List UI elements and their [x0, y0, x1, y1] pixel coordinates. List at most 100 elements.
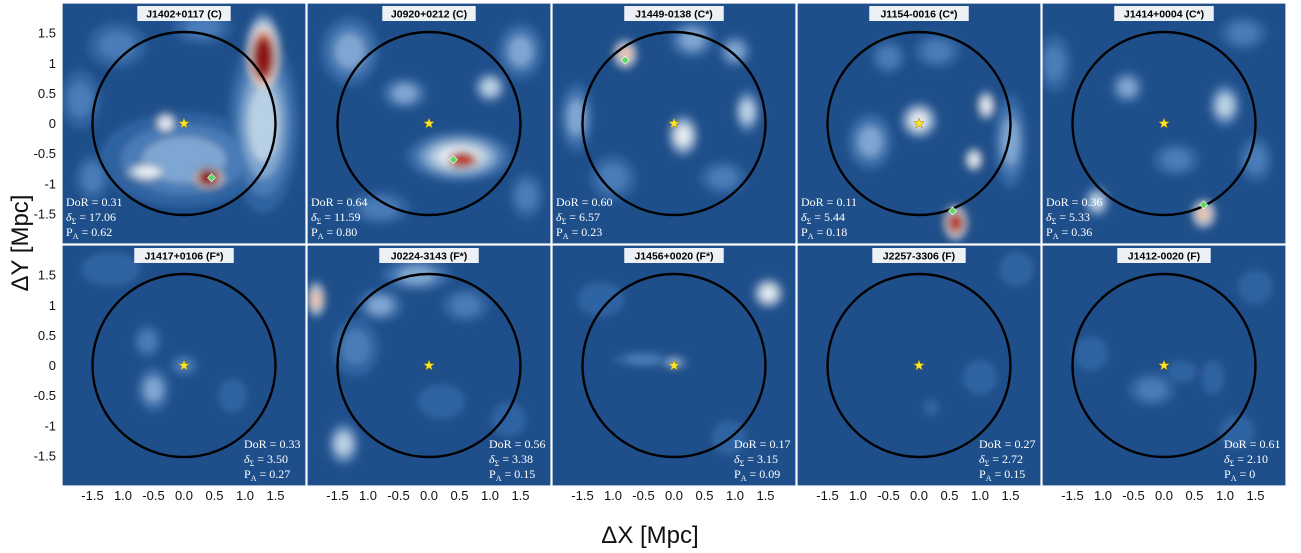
density-blob-2-level-0 [1200, 359, 1226, 397]
y-tick-label: 1.5 [38, 26, 56, 41]
density-blob-6-level-0 [489, 401, 527, 439]
panel-title-text: J1417+0106 (F*) [144, 251, 223, 263]
y-tick-label: -1 [44, 418, 56, 433]
density-peak-marker [448, 155, 458, 165]
density-map [1072, 268, 1275, 451]
density-blob-5-level-2 [367, 295, 393, 315]
density-blob-5-level-1 [1227, 21, 1259, 45]
density-blob-7-level-1 [514, 180, 539, 212]
stat-dor: DoR = 0.31 [66, 195, 122, 209]
x-tick-label: -0.5 [387, 488, 409, 503]
aperture-circle [91, 30, 277, 217]
density-blob-7-level-0 [416, 383, 467, 421]
density-peak-marker [1199, 200, 1209, 210]
density-blob-1-level-0 [1166, 359, 1198, 384]
stat-delta-sigma: δΣ = 17.06 [66, 210, 116, 226]
panel-title: J1154-0016 (C*) [869, 6, 969, 21]
center-star-icon [178, 359, 190, 371]
density-blob-0-level-2 [143, 377, 164, 403]
x-axis-title: ΔX [Mpc] [601, 522, 698, 549]
density-map [845, 32, 1030, 244]
density-map [1042, 14, 1275, 233]
panel-border [61, 244, 307, 487]
panel-title-text: J2257-3306 (F) [883, 251, 955, 263]
stat-dor: DoR = 0.27 [979, 437, 1035, 451]
density-blob-4-level-2 [566, 98, 586, 136]
stat-delta-sigma: δΣ = 11.59 [311, 210, 361, 226]
x-tick-label: 1.0 [236, 488, 254, 503]
density-blob-3-level-0 [575, 280, 626, 318]
stat-pa: PA = 0.80 [311, 225, 357, 241]
y-tick-label: -0.5 [34, 388, 56, 403]
density-blob-1-level-1 [137, 329, 158, 354]
y-axis-ticks: 1.5 1 0.5 0 -0.5 -1 -1.5 1.5 1 0.5 0 -0.5 -1 -1.5 [34, 26, 56, 464]
aperture-circle [826, 272, 1012, 459]
x-tick-label: 1.5 [266, 488, 284, 503]
density-blob-0-level-8 [255, 40, 271, 74]
stat-dor: DoR = 0.60 [556, 195, 612, 209]
y-tick-label: 1 [49, 56, 56, 71]
panel-title: J1414+0004 (C*) [1114, 6, 1214, 21]
stat-pa: PA = 0 [1224, 467, 1255, 483]
density-blob-1-level-3 [1089, 193, 1104, 211]
density-blob-2-level-4 [980, 97, 992, 114]
x-tick-label: 0.5 [695, 488, 713, 503]
aperture-circle [336, 30, 522, 217]
density-peak-marker [948, 206, 957, 216]
x-tick-label: 1.0 [1094, 488, 1112, 503]
x-tick-label: -0.5 [142, 488, 164, 503]
y-tick-label: -0.5 [34, 146, 56, 161]
panel-border [551, 244, 797, 487]
density-map [318, 14, 546, 227]
density-blob-2-level-3 [1216, 94, 1234, 117]
aperture-circle [581, 30, 767, 217]
panel-border [61, 2, 307, 245]
stat-dor: DoR = 0.61 [1224, 437, 1280, 451]
stat-delta-sigma: δΣ = 5.44 [801, 210, 845, 226]
density-map [62, 8, 301, 215]
panel-title-text: J1449-0138 (C*) [635, 9, 713, 21]
density-blob-0-level-4 [760, 285, 777, 301]
stat-dor: DoR = 0.17 [734, 437, 790, 451]
stat-pa: PA = 0.23 [556, 225, 602, 241]
center-star-icon [913, 117, 925, 129]
density-blob-5-level-3 [481, 79, 499, 96]
center-star-icon [668, 359, 680, 371]
stat-pa: PA = 0.18 [801, 225, 847, 241]
center-star-icon [178, 117, 190, 129]
stat-pa: PA = 0.15 [979, 467, 1025, 483]
density-blob-0-level-5 [311, 290, 322, 308]
center-star-icon [913, 359, 925, 371]
x-tick-label: -0.5 [1122, 488, 1144, 503]
density-blob-1-level-3 [335, 432, 353, 455]
stat-dor: DoR = 0.33 [244, 437, 300, 451]
panel-title-text: J0920+0212 (C) [391, 9, 467, 21]
density-blob-2-level-0 [997, 250, 1036, 288]
density-blob-4-level-0 [1218, 413, 1256, 451]
x-tick-label: 1.0 [971, 488, 989, 503]
density-blob-3-level-1 [340, 328, 372, 367]
density-blob-4-level-1 [1042, 44, 1067, 83]
x-tick-label: -1.5 [1061, 488, 1083, 503]
center-star-icon [423, 117, 435, 129]
y-tick-label: 0.5 [38, 86, 56, 101]
density-blob-5-level-0 [1236, 268, 1275, 306]
center-star-icon [1158, 117, 1170, 129]
x-tick-label: -1.5 [326, 488, 348, 503]
x-tick-label: 0.0 [175, 488, 193, 503]
x-tick-label: 0.0 [665, 488, 683, 503]
panel-title: J1449-0138 (C*) [624, 6, 724, 21]
y-tick-label: 1 [49, 298, 56, 313]
center-star-icon [668, 117, 680, 129]
panel-title: J1456+0020 (F*) [624, 248, 724, 263]
